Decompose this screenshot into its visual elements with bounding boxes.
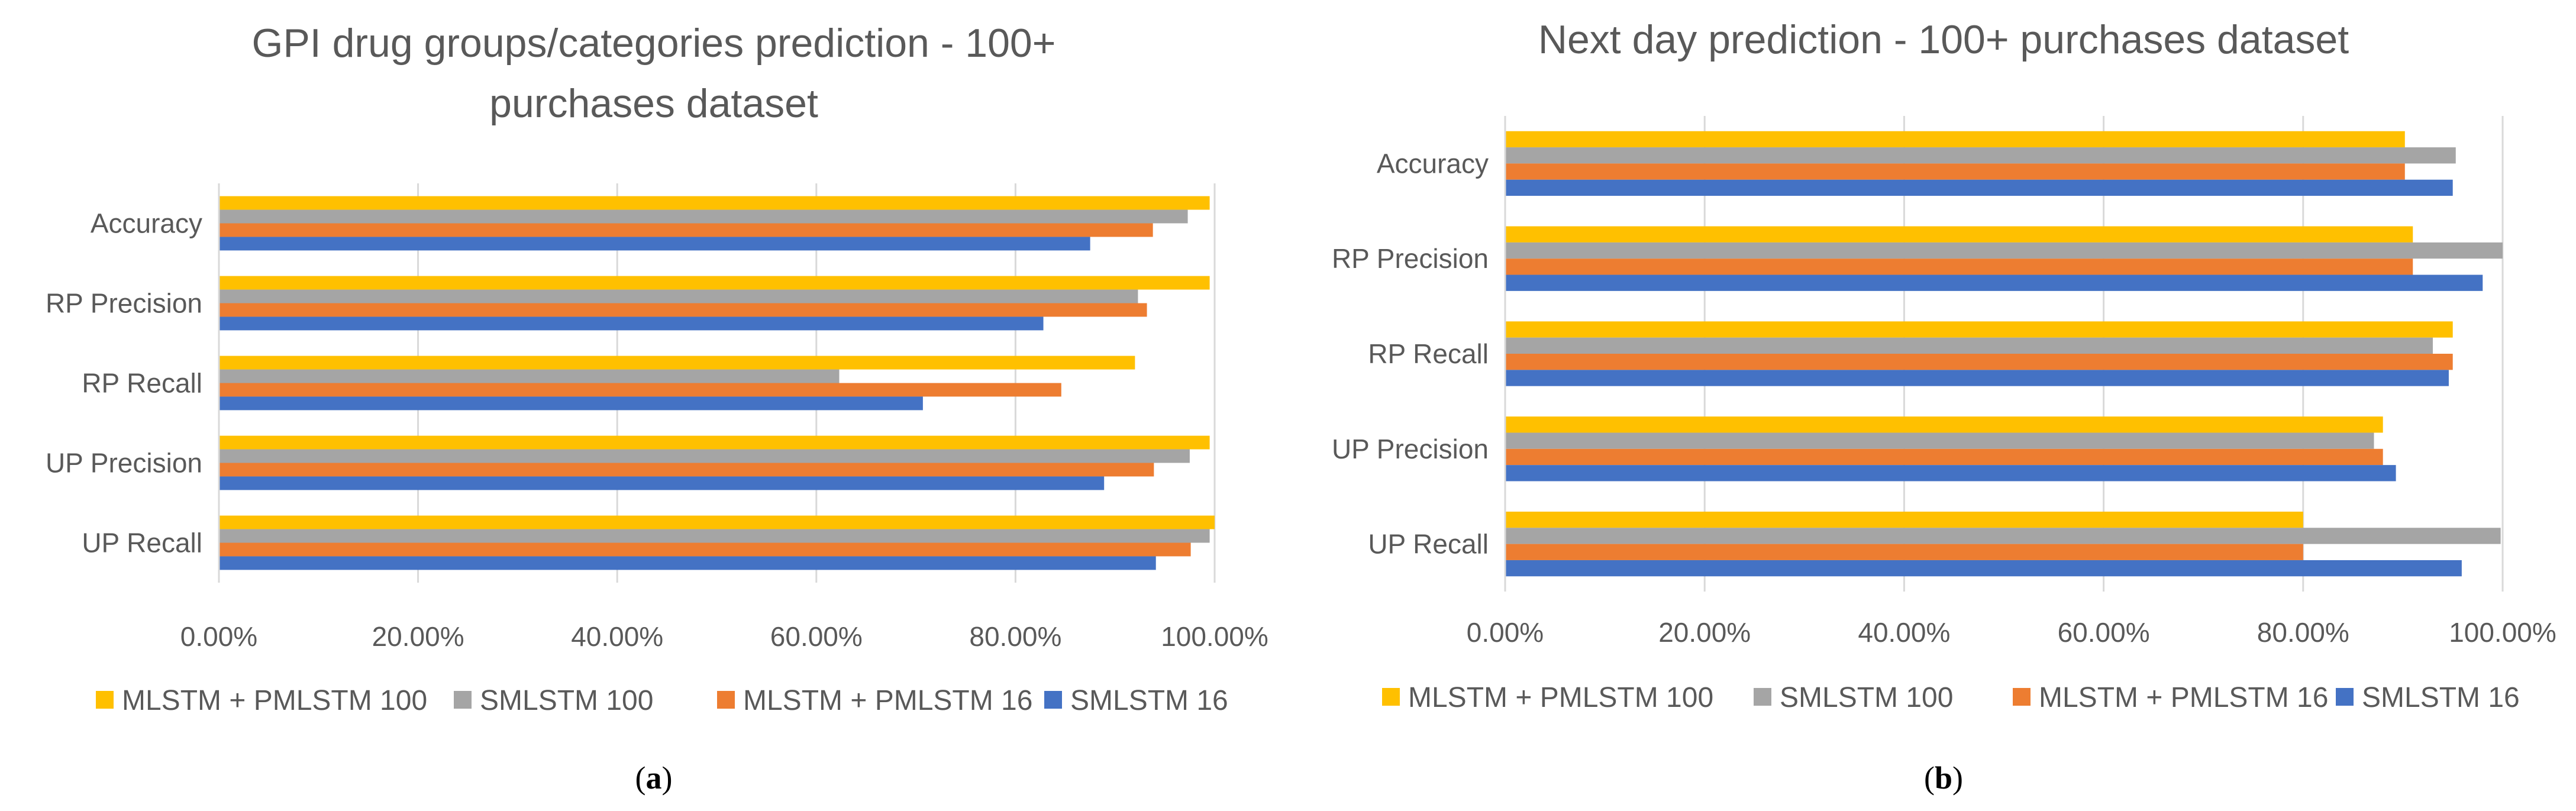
bar-up-precision-smlstm-16 <box>1505 465 2396 482</box>
category-label: UP Recall <box>82 528 202 558</box>
bar-up-precision-mlstm-pmlstm-100 <box>219 435 1210 450</box>
legend-label: SMLSTM 100 <box>1780 682 1953 713</box>
legend-swatch <box>454 691 472 709</box>
bar-up-recall-smlstm-100 <box>1505 528 2501 544</box>
bar-up-recall-mlstm-pmlstm-16 <box>219 542 1191 557</box>
legend-swatch <box>1044 691 1062 709</box>
legend-label: MLSTM + PMLSTM 100 <box>122 685 427 716</box>
bar-accuracy-mlstm-pmlstm-16 <box>1505 163 2405 180</box>
bar-accuracy-smlstm-100 <box>219 209 1188 224</box>
bar-rp-precision-mlstm-pmlstm-16 <box>1505 259 2413 275</box>
bar-accuracy-mlstm-pmlstm-16 <box>219 223 1153 237</box>
x-tick-label: 20.00% <box>1658 617 1751 648</box>
bar-rp-precision-smlstm-100 <box>219 289 1138 303</box>
bar-up-recall-mlstm-pmlstm-100 <box>219 515 1215 529</box>
bar-accuracy-mlstm-pmlstm-100 <box>219 196 1210 210</box>
legend-label: SMLSTM 16 <box>2362 682 2520 713</box>
x-tick-label: 60.00% <box>2058 617 2150 648</box>
category-label: UP Recall <box>1368 529 1489 560</box>
legend-label: MLSTM + PMLSTM 16 <box>2039 682 2328 713</box>
bar-rp-recall-mlstm-pmlstm-16 <box>219 383 1061 397</box>
category-label: RP Recall <box>82 368 202 399</box>
bar-rp-recall-smlstm-16 <box>219 396 923 411</box>
legend-swatch <box>2013 688 2031 706</box>
legend-label: SMLSTM 16 <box>1070 685 1228 716</box>
panel-label: (b) <box>1924 760 1963 796</box>
x-tick-label: 80.00% <box>2257 617 2349 648</box>
x-tick-label: 0.00% <box>180 621 257 652</box>
bar-rp-recall-mlstm-pmlstm-100 <box>219 356 1135 370</box>
chart-a: GPI drug groups/categories prediction - … <box>46 21 1268 796</box>
bar-rp-precision-mlstm-pmlstm-100 <box>219 276 1210 290</box>
legend-swatch <box>717 691 735 709</box>
bar-rp-precision-smlstm-16 <box>1505 274 2483 291</box>
legend-swatch <box>1754 688 1771 706</box>
bar-rp-precision-mlstm-pmlstm-100 <box>1505 226 2413 243</box>
bar-up-recall-mlstm-pmlstm-100 <box>1505 511 2303 528</box>
bar-rp-recall-smlstm-100 <box>219 369 840 383</box>
x-tick-label: 40.00% <box>571 621 663 652</box>
chart-title-line-2: purchases dataset <box>489 81 818 126</box>
legend-swatch <box>1382 688 1400 706</box>
category-label: UP Precision <box>46 448 202 479</box>
bar-up-recall-smlstm-16 <box>219 556 1156 570</box>
chart-b: Next day prediction - 100+ purchases dat… <box>1332 17 2556 796</box>
bar-rp-recall-mlstm-pmlstm-16 <box>1505 354 2453 370</box>
bar-up-precision-mlstm-pmlstm-100 <box>1505 416 2383 433</box>
x-tick-label: 20.00% <box>372 621 464 652</box>
bar-rp-precision-mlstm-pmlstm-16 <box>219 303 1147 317</box>
x-tick-label: 100.00% <box>1161 621 1268 652</box>
bar-rp-precision-smlstm-16 <box>219 316 1044 331</box>
bar-rp-recall-mlstm-pmlstm-100 <box>1505 321 2453 338</box>
panel-label: (a) <box>635 760 673 796</box>
x-tick-label: 80.00% <box>969 621 1061 652</box>
x-tick-label: 60.00% <box>770 621 863 652</box>
bar-rp-recall-smlstm-16 <box>1505 370 2449 386</box>
bar-up-recall-smlstm-100 <box>219 529 1210 543</box>
bar-rp-precision-smlstm-100 <box>1505 242 2503 259</box>
bar-up-recall-smlstm-16 <box>1505 560 2462 577</box>
bar-accuracy-smlstm-100 <box>1505 147 2456 164</box>
chart-title-line-1: Next day prediction - 100+ purchases dat… <box>1538 17 2349 62</box>
bar-accuracy-mlstm-pmlstm-100 <box>1505 131 2405 148</box>
bar-up-precision-smlstm-16 <box>219 476 1105 490</box>
legend-label: MLSTM + PMLSTM 100 <box>1408 682 1713 713</box>
bar-accuracy-smlstm-16 <box>219 237 1090 251</box>
category-label: Accuracy <box>91 208 202 239</box>
x-tick-label: 0.00% <box>1467 617 1544 648</box>
bar-rp-recall-smlstm-100 <box>1505 337 2433 354</box>
bar-accuracy-smlstm-16 <box>1505 179 2453 196</box>
legend-swatch <box>2336 688 2354 706</box>
category-label: RP Precision <box>1332 243 1489 274</box>
bar-up-recall-mlstm-pmlstm-16 <box>1505 544 2303 560</box>
category-label: RP Precision <box>46 288 202 319</box>
bar-up-precision-smlstm-100 <box>219 449 1190 463</box>
chart-title-line-1: GPI drug groups/categories prediction - … <box>252 21 1056 66</box>
x-tick-label: 100.00% <box>2449 617 2556 648</box>
legend-swatch <box>96 691 114 709</box>
bar-up-precision-smlstm-100 <box>1505 432 2374 449</box>
x-tick-label: 40.00% <box>1858 617 1950 648</box>
legend-label: MLSTM + PMLSTM 16 <box>743 685 1032 716</box>
category-label: UP Precision <box>1332 434 1489 464</box>
category-label: RP Recall <box>1368 338 1489 369</box>
legend-label: SMLSTM 100 <box>480 685 653 716</box>
bar-up-precision-mlstm-pmlstm-16 <box>1505 448 2383 466</box>
bar-up-precision-mlstm-pmlstm-16 <box>219 463 1154 477</box>
category-label: Accuracy <box>1377 148 1489 179</box>
